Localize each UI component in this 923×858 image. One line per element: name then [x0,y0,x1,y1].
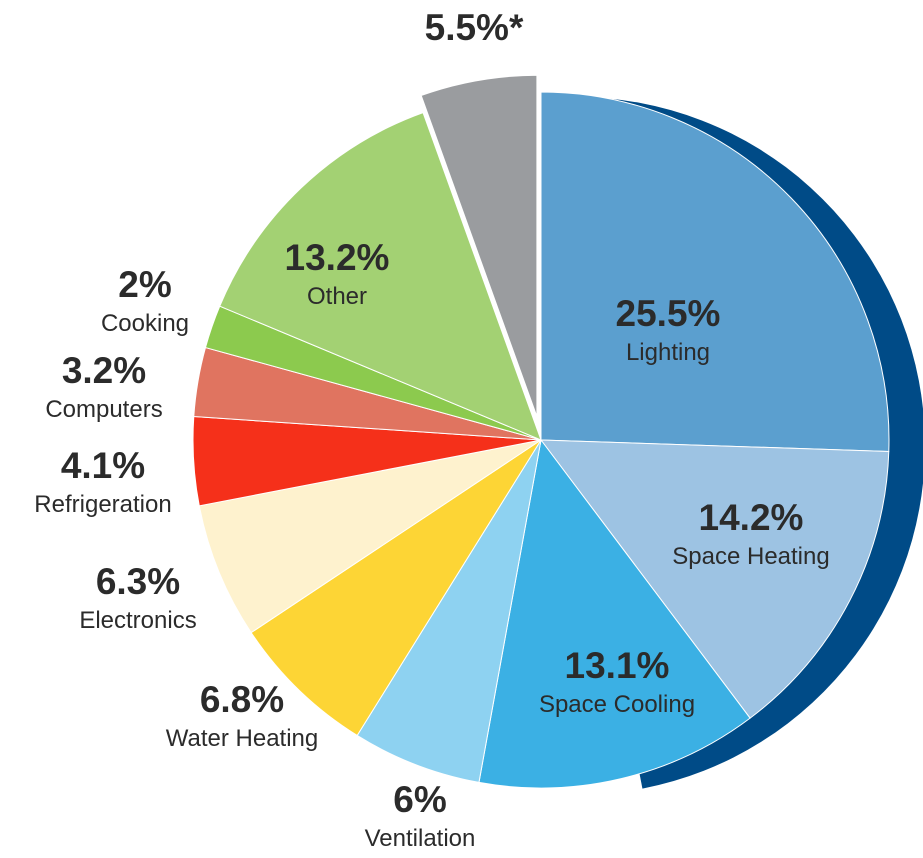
pie-slice-ventilation [356,439,542,783]
slice-label-lighting: 25.5% Lighting [616,293,721,366]
pie-slice-water-heating [250,439,542,736]
label-layer: 25.5% Lighting 14.2% Space Heating 13.1% Spac… [34,7,829,852]
slice-label-space-cooling: 13.1% Space Cooling [539,645,695,718]
slice-value-cooking: 2% [118,264,171,305]
slice-label-water-heating: 6.8% Water Heating [166,679,319,752]
slice-category-computers: Computers [45,396,162,423]
slice-value-lighting: 25.5% [616,293,721,334]
slice-value-slice-10: 5.5%* [425,7,524,48]
slice-value-refrigeration: 4.1% [61,445,145,486]
slice-category-space-cooling: Space Cooling [539,691,695,718]
slice-value-space-cooling: 13.1% [565,645,670,686]
pie-slice-space-cooling [478,439,751,789]
pie-slice-other [219,112,542,441]
slice-category-water-heating: Water Heating [166,725,319,752]
slice-label-space-heating: 14.2% Space Heating [672,497,829,570]
slice-value-ventilation: 6% [393,779,446,820]
pie-slice-slice-10 [418,72,540,424]
slice-category-lighting: Lighting [626,339,710,366]
pie-slice-space-heating [540,439,890,719]
pie-slice-lighting [540,91,890,452]
slice-label-cooking: 2% Cooking [101,264,189,337]
slice-category-refrigeration: Refrigeration [34,491,171,518]
slice-category-other: Other [307,283,367,310]
slice-layer [192,72,890,789]
slice-category-cooking: Cooking [101,310,189,337]
pie-slice-electronics [198,439,542,634]
slice-category-ventilation: Ventilation [365,825,476,852]
slice-label-ventilation: 6% Ventilation [365,779,476,852]
slice-value-space-heating: 14.2% [699,497,804,538]
slice-category-electronics: Electronics [79,607,196,634]
slice-label-refrigeration: 4.1% Refrigeration [34,445,171,518]
slice-value-water-heating: 6.8% [200,679,284,720]
slice-label-slice-10: 5.5%* [425,7,524,48]
slice-value-electronics: 6.3% [96,561,180,602]
slice-label-electronics: 6.3% Electronics [79,561,196,634]
slice-value-other: 13.2% [285,237,390,278]
slice-label-other: 13.2% Other [285,237,390,310]
slice-label-computers: 3.2% Computers [45,350,162,423]
slice-category-space-heating: Space Heating [672,543,829,570]
slice-value-computers: 3.2% [62,350,146,391]
